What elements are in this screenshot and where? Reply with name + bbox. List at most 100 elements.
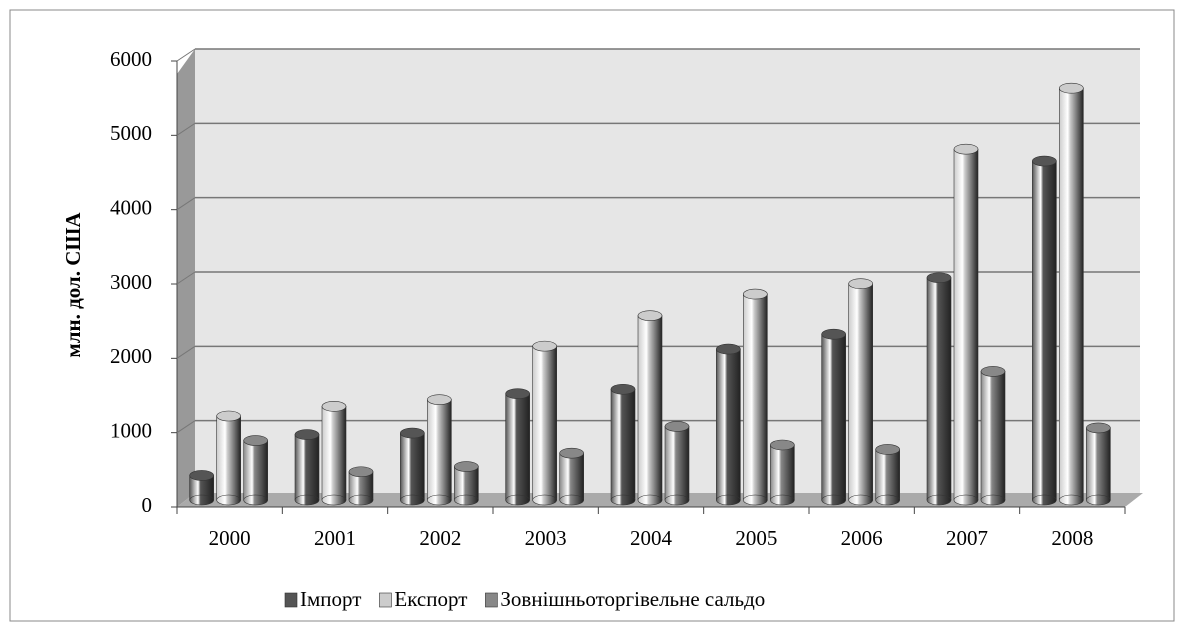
bar-cap: [559, 447, 584, 459]
bar-cap: [821, 328, 846, 340]
bar-cap: [400, 427, 425, 439]
bar-base: [743, 494, 768, 506]
legend-swatch: [379, 592, 392, 608]
bar-base: [821, 494, 846, 506]
x-tick-label: 2006: [841, 526, 883, 550]
y-tick-label: 0: [142, 493, 153, 517]
bar: [875, 449, 900, 501]
bar-cap: [532, 340, 557, 352]
bar-cap: [637, 310, 663, 321]
bar-cap: [610, 383, 636, 395]
bar-base: [427, 494, 452, 506]
bar-cap: [1059, 82, 1084, 94]
x-tick-label: 2003: [525, 526, 567, 550]
bar-cap: [321, 401, 347, 412]
bar-cap: [664, 421, 690, 432]
bar-cap: [454, 461, 479, 472]
bar-base: [875, 494, 900, 506]
bar-base: [454, 494, 479, 506]
bar-base: [926, 494, 952, 506]
bar: [216, 415, 241, 501]
x-tick-label: 2004: [630, 526, 673, 550]
bar: [1059, 87, 1084, 501]
bar: [400, 432, 425, 501]
bar-base: [1032, 494, 1057, 506]
legend-label: Експорт: [394, 587, 467, 611]
bar: [953, 148, 979, 501]
bar-cap: [348, 466, 374, 478]
bar-base: [637, 494, 663, 506]
bar-base: [1086, 494, 1111, 506]
bar-cap: [770, 439, 795, 451]
legend-label: Зовнішньоторгівельне сальдо: [500, 587, 765, 611]
bar: [610, 388, 636, 501]
bar-base: [980, 494, 1006, 506]
grid-line-side: [176, 122, 196, 136]
bar: [294, 434, 320, 501]
bar-cap: [189, 470, 214, 481]
bar: [532, 345, 557, 501]
x-tick-label: 2001: [314, 526, 356, 550]
y-axis-label: млн. дол. США: [61, 212, 85, 358]
bar-base: [953, 494, 979, 506]
legend-label: Імпорт: [300, 587, 361, 611]
x-tick-label: 2007: [946, 526, 988, 550]
grid-line-side: [176, 345, 196, 359]
bar: [716, 348, 741, 501]
bar-cap: [1032, 155, 1057, 167]
bar-cap: [926, 272, 952, 284]
grid-line-side: [176, 48, 196, 62]
y-tick-label: 4000: [110, 195, 152, 219]
bar-cap: [243, 435, 268, 446]
bar-base: [610, 494, 636, 506]
x-tick-label: 2005: [735, 526, 777, 550]
back-wall: [195, 49, 1140, 493]
legend-swatch: [284, 592, 298, 608]
bar-base: [505, 494, 530, 506]
bar-cap: [1086, 422, 1111, 434]
bar-base: [664, 494, 690, 506]
bar: [980, 371, 1006, 501]
bar-base: [348, 494, 374, 506]
bar-base: [770, 494, 795, 506]
bar: [821, 333, 846, 501]
bar-cap: [216, 410, 241, 422]
bar-base: [189, 494, 214, 506]
grid-line-side: [176, 197, 196, 211]
bar-cap: [980, 366, 1006, 377]
bar: [427, 399, 452, 501]
bar: [848, 283, 873, 501]
bar: [664, 426, 690, 501]
bar-base: [243, 494, 268, 506]
x-tick-label: 2002: [419, 526, 461, 550]
bar-cap: [848, 278, 873, 289]
grid-line-side: [176, 271, 196, 285]
x-tick-label: 2000: [209, 526, 251, 550]
bar-base: [1059, 494, 1084, 506]
bar-cap: [505, 388, 530, 400]
bar-cap: [953, 143, 979, 155]
bar: [243, 440, 268, 501]
y-tick-label: 2000: [110, 344, 152, 368]
bar: [637, 315, 663, 501]
x-tick-label: 2008: [1051, 526, 1093, 550]
bar-base: [400, 494, 425, 506]
bar-base: [321, 494, 347, 506]
bar: [1086, 427, 1111, 501]
grid-line-side: [176, 420, 196, 434]
bar: [559, 452, 584, 501]
bar: [926, 277, 952, 501]
bar: [505, 393, 530, 501]
bar-cap: [875, 444, 900, 455]
bar: [743, 293, 768, 501]
bar-cap: [743, 288, 768, 300]
bar-cap: [427, 394, 452, 405]
bar-base: [559, 494, 584, 506]
bar-base: [716, 494, 741, 506]
y-tick-label: 1000: [110, 418, 152, 442]
bar-cap: [294, 429, 320, 440]
bar-base: [216, 494, 241, 506]
y-tick-label: 6000: [110, 47, 152, 71]
bar: [321, 406, 347, 501]
